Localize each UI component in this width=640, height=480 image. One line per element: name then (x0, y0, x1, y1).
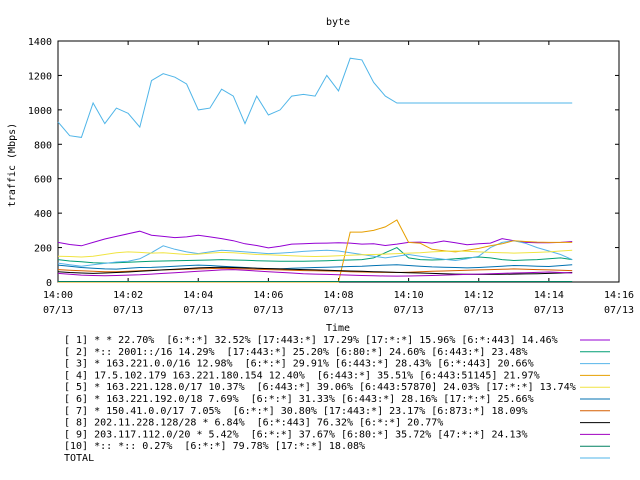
legend-label-4: [ 4] 17.5.102.179 163.221.180.154 12.40%… (64, 370, 540, 381)
x-tick-label: 14:02 (113, 290, 143, 301)
y-tick-label: 400 (34, 209, 52, 220)
series-line-6 (57, 264, 573, 270)
x-tick-label: 14:12 (464, 290, 494, 301)
legend-label-11: TOTAL (64, 453, 94, 464)
x-tick-date-label: 07/13 (43, 305, 73, 316)
series-line-8 (57, 266, 573, 275)
y-tick-label: 0 (46, 278, 52, 289)
x-tick-date-label: 07/13 (534, 305, 564, 316)
plot-frame (57, 40, 620, 283)
legend-label-3: [ 3] * 163.221.0.0/16 12.98% [6:*:*] 29.… (64, 359, 534, 370)
legend-label-8: [ 8] 202.11.228.128/28 * 6.84% [6:*:443]… (64, 418, 443, 429)
chart-title: byte (326, 17, 350, 28)
x-tick-date-label: 07/13 (253, 305, 283, 316)
chart-axes (57, 40, 620, 283)
y-tick-label: 800 (34, 140, 52, 151)
x-tick-date-label: 07/13 (604, 305, 634, 316)
x-tick-date-label: 07/13 (113, 305, 143, 316)
y-tick-label: 600 (34, 175, 52, 186)
x-tick-date-label: 07/13 (464, 305, 494, 316)
x-tick-label: 14:08 (323, 290, 353, 301)
chart-legend: [ 1] * * 22.70% [6:*:*] 32.52% [17:443:*… (64, 335, 610, 464)
series-line-11 (57, 57, 573, 138)
chart-series-lines (57, 57, 573, 283)
x-tick-label: 14:04 (183, 290, 213, 301)
x-tick-label: 14:10 (394, 290, 424, 301)
legend-label-10: [10] *:: *:: 0.27% [6:*:*] 79.78% [17:*:… (64, 441, 365, 452)
y-tick-label: 1000 (28, 106, 52, 117)
series-line-3 (57, 240, 573, 267)
legend-label-6: [ 6] * 163.221.192.0/18 7.69% [6:*:*] 31… (64, 394, 534, 405)
legend-label-9: [ 9] 203.117.112.0/20 * 5.42% [6:*:*] 37… (64, 429, 528, 440)
chart-ticks: 0 200 400 600 800 1000 1200 1400 14:00 07/13 14:02… (28, 37, 634, 316)
legend-label-1: [ 1] * * 22.70% [6:*:*] 32.52% [17:443:*… (64, 335, 558, 346)
x-tick-label: 14:16 (604, 290, 634, 301)
series-line-9 (57, 269, 573, 277)
x-tick-label: 14:06 (253, 290, 283, 301)
x-tick-date-label: 07/13 (323, 305, 353, 316)
x-tick-label: 14:00 (43, 290, 73, 301)
legend-label-2: [ 2] *:: 2001::/16 14.29% [17:443:*] 25.… (64, 347, 528, 358)
y-tick-label: 1400 (28, 37, 52, 48)
y-axis-label: traffic (Mbps) (7, 123, 18, 207)
x-tick-date-label: 07/13 (183, 305, 213, 316)
legend-label-7: [ 7] * 150.41.0.0/17 7.05% [6:*:*] 30.80… (64, 406, 528, 417)
series-line-2 (57, 247, 573, 264)
y-tick-label: 1200 (28, 71, 52, 82)
y-tick-label: 200 (34, 244, 52, 255)
series-line-5 (57, 249, 573, 258)
series-line-1 (57, 230, 573, 249)
x-axis-label: Time (326, 323, 350, 334)
x-tick-label: 14:14 (534, 290, 564, 301)
legend-label-5: [ 5] * 163.221.128.0/17 10.37% [6:443:*]… (64, 382, 576, 393)
x-tick-date-label: 07/13 (394, 305, 424, 316)
